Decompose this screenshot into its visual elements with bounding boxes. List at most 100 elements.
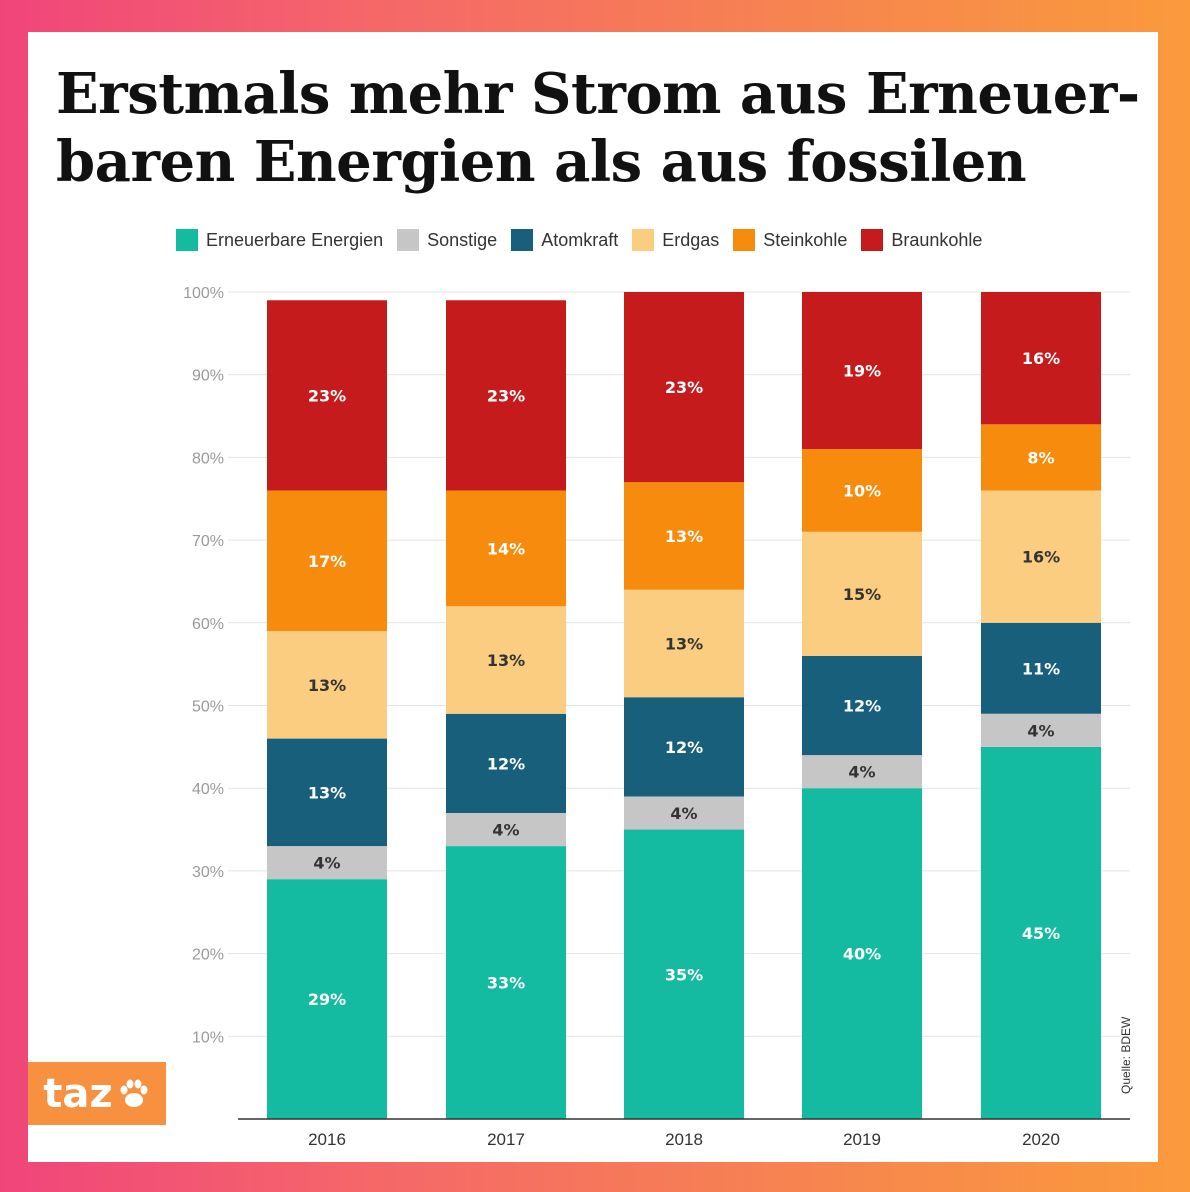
legend-swatch (176, 229, 198, 251)
x-tick-label: 2016 (308, 1130, 346, 1149)
bar-segment (802, 449, 922, 532)
bar-value-label: 23% (665, 378, 703, 397)
bar-segment (267, 738, 387, 847)
bar-segment (267, 879, 387, 1119)
bar-value-label: 13% (487, 651, 525, 670)
stacked-bar-chart: 10% 20% 30% 40% 50% 60% 70% 80% 90% 100% 29% 4% 13% 1… (183, 285, 1130, 1149)
bar-segment (802, 531, 922, 656)
bar-segment (981, 490, 1101, 623)
title-line-1: Erstmals mehr Strom aus Erneuer- (56, 61, 1140, 127)
bar-value-label: 4% (492, 821, 519, 840)
bar-value-label: 10% (843, 481, 881, 500)
legend-item: Sonstige (397, 229, 497, 251)
bar-value-label: 8% (1027, 448, 1054, 467)
bar-value-label: 23% (487, 386, 525, 405)
bar-segment (624, 796, 744, 830)
bar-value-label: 4% (1027, 721, 1054, 740)
bar-value-label: 35% (665, 965, 703, 984)
x-tick-label: 2018 (665, 1130, 703, 1149)
bar-value-label: 13% (665, 634, 703, 653)
y-tick-label: 60% (192, 616, 224, 633)
bar-segment (624, 482, 744, 590)
bar-value-label: 13% (665, 527, 703, 546)
chart-legend: Erneuerbare Energien Sonstige Atomkraft Erd… (176, 226, 982, 254)
bar-value-label: 11% (1022, 659, 1060, 678)
y-tick-label: 20% (192, 947, 224, 964)
y-tick-label: 50% (192, 699, 224, 716)
legend-item: Erdgas (632, 229, 719, 251)
bar-segment (624, 829, 744, 1119)
bar-value-label: 12% (843, 697, 881, 716)
legend-swatch (511, 229, 534, 251)
bar-segment (802, 655, 922, 756)
bar-segment (981, 713, 1101, 747)
bar-segment (624, 589, 744, 698)
taz-logo: taz (28, 1062, 166, 1125)
bar-segment (446, 813, 566, 847)
bar-segment (981, 622, 1101, 714)
bar-value-label: 23% (308, 386, 346, 405)
y-tick-label: 90% (192, 368, 224, 385)
bar-segment (267, 631, 387, 739)
legend-label: Erdgas (662, 229, 720, 250)
bar-value-label: 13% (308, 676, 346, 695)
y-tick-label: 80% (192, 450, 224, 467)
logo-text: taz (43, 1070, 113, 1117)
legend-item: Erneuerbare Energien (176, 229, 383, 251)
y-tick-label: 30% (192, 864, 224, 881)
bar-segment (802, 755, 922, 789)
legend-label: Steinkohle (763, 229, 848, 250)
bar-segment (267, 846, 387, 880)
bar-value-label: 16% (1022, 548, 1060, 567)
bar-segment (981, 746, 1101, 1119)
x-tick-label: 2017 (487, 1130, 525, 1149)
bar-value-label: 19% (843, 362, 881, 381)
legend-swatch (861, 229, 884, 251)
bar-segment (802, 292, 922, 450)
bar-segment (624, 292, 744, 483)
chart-card: Erstmals mehr Strom aus Erneuer- baren E… (28, 32, 1158, 1162)
bar-segment (446, 713, 566, 814)
bar-segment (802, 788, 922, 1119)
legend-swatch (733, 229, 756, 251)
bar-value-label: 4% (670, 804, 697, 823)
bar-value-label: 16% (1022, 349, 1060, 368)
bar-segment (981, 292, 1101, 425)
bar-value-label: 4% (313, 854, 340, 873)
bar-value-label: 40% (843, 945, 881, 964)
bar-value-label: 14% (487, 539, 525, 558)
bar-segment (446, 606, 566, 714)
y-tick-label: 70% (192, 533, 224, 550)
bar-segment (981, 424, 1101, 491)
bar-segment (267, 300, 387, 491)
bar-segment (446, 300, 566, 491)
x-tick-label: 2020 (1022, 1130, 1060, 1149)
legend-label: Erneuerbare Energien (206, 229, 384, 250)
legend-label: Atomkraft (541, 229, 619, 250)
legend-item: Atomkraft (511, 229, 618, 251)
y-tick-label: 40% (192, 781, 224, 798)
legend-swatch (632, 229, 655, 251)
bar-value-label: 17% (308, 552, 346, 571)
bar-value-label: 45% (1022, 924, 1060, 943)
bar-value-label: 29% (308, 990, 346, 1009)
chart-title: Erstmals mehr Strom aus Erneuer- baren E… (56, 60, 1146, 196)
legend-item: Steinkohle (733, 229, 847, 251)
bar-segment (267, 490, 387, 632)
bar-segment (624, 697, 744, 797)
bar-value-label: 4% (848, 763, 875, 782)
bar-value-label: 12% (665, 738, 703, 757)
y-tick-label: 10% (192, 1029, 224, 1046)
title-line-2: baren Energien als aus fossilen (56, 129, 1027, 195)
source-note: Quelle: BDEW (1119, 1016, 1133, 1094)
legend-swatch (397, 229, 420, 251)
x-tick-label: 2019 (843, 1130, 881, 1149)
legend-item: Braunkohle (861, 229, 982, 251)
legend-label: Sonstige (427, 229, 498, 250)
bar-segment (446, 846, 566, 1119)
bar-value-label: 15% (843, 585, 881, 604)
bar-value-label: 13% (308, 783, 346, 802)
legend-label: Braunkohle (891, 229, 983, 250)
bar-segment (446, 490, 566, 607)
bar-value-label: 12% (487, 754, 525, 773)
